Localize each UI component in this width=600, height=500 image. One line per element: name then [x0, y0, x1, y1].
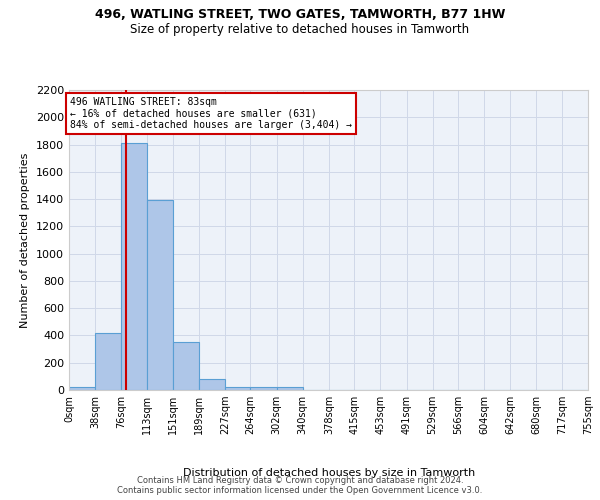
Bar: [199, 379, 225, 390]
Y-axis label: Number of detached properties: Number of detached properties: [20, 152, 31, 328]
Text: Size of property relative to detached houses in Tamworth: Size of property relative to detached ho…: [130, 22, 470, 36]
Bar: [69, 388, 95, 390]
Bar: [225, 386, 250, 390]
Bar: [146, 200, 173, 390]
Text: Contains HM Land Registry data © Crown copyright and database right 2024.
Contai: Contains HM Land Registry data © Crown c…: [118, 476, 482, 495]
Text: 496, WATLING STREET, TWO GATES, TAMWORTH, B77 1HW: 496, WATLING STREET, TWO GATES, TAMWORTH…: [95, 8, 505, 20]
Bar: [250, 388, 277, 390]
Bar: [121, 143, 146, 390]
Bar: [173, 342, 199, 390]
Bar: [277, 388, 303, 390]
Text: Distribution of detached houses by size in Tamworth: Distribution of detached houses by size …: [182, 468, 475, 477]
Text: 496 WATLING STREET: 83sqm
← 16% of detached houses are smaller (631)
84% of semi: 496 WATLING STREET: 83sqm ← 16% of detac…: [70, 97, 352, 130]
Bar: [95, 332, 121, 390]
